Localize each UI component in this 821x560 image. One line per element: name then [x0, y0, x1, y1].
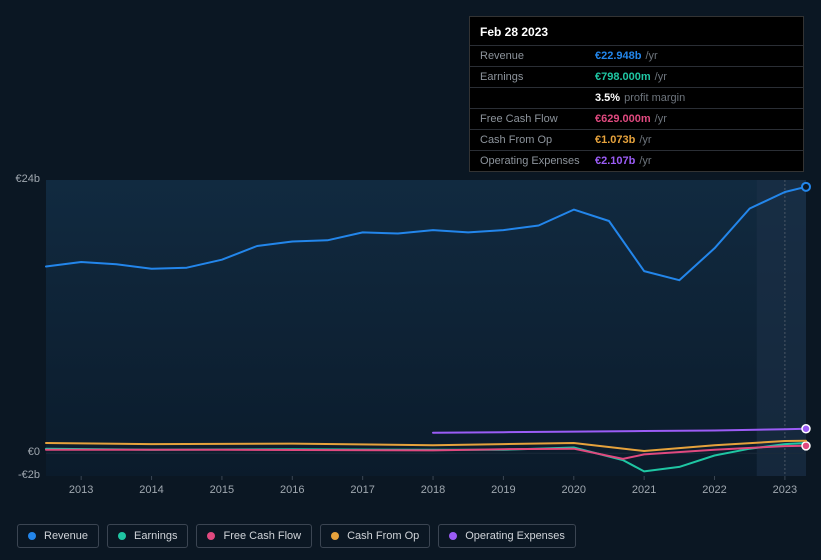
legend-label: Earnings — [134, 530, 177, 542]
tooltip-row: 3.5% profit margin — [470, 87, 803, 108]
legend-dot — [118, 532, 126, 540]
legend-item-earnings[interactable]: Earnings — [107, 524, 188, 548]
y-axis-tick: €0 — [0, 446, 40, 458]
tooltip-row-value: €798.000m — [595, 71, 651, 83]
x-axis-tick: 2023 — [773, 484, 797, 496]
tooltip-row-value: €22.948b — [595, 50, 641, 62]
tooltip-row-key: Revenue — [480, 50, 595, 62]
tooltip-row: Free Cash Flow€629.000m/yr — [470, 108, 803, 129]
legend-dot — [28, 532, 36, 540]
x-axis-tick: 2017 — [350, 484, 374, 496]
legend-dot — [207, 532, 215, 540]
tooltip-row-key: Earnings — [480, 71, 595, 83]
legend-dot — [449, 532, 457, 540]
x-axis-tick: 2016 — [280, 484, 304, 496]
legend-label: Cash From Op — [347, 530, 419, 542]
tooltip-row-unit: /yr — [645, 50, 657, 62]
tooltip-row-key: Cash From Op — [480, 134, 595, 146]
tooltip-row-value: €2.107b — [595, 155, 635, 167]
legend-item-cfo[interactable]: Cash From Op — [320, 524, 430, 548]
legend-item-opex[interactable]: Operating Expenses — [438, 524, 576, 548]
x-axis-tick: 2015 — [210, 484, 234, 496]
x-axis-tick: 2019 — [491, 484, 515, 496]
tooltip-row-key — [480, 92, 595, 104]
x-axis-tick: 2021 — [632, 484, 656, 496]
tooltip-row-unit: /yr — [639, 155, 651, 167]
tooltip-row-value: 3.5% — [595, 92, 620, 104]
x-axis-tick: 2020 — [562, 484, 586, 496]
tooltip-row: Revenue€22.948b/yr — [470, 45, 803, 66]
y-axis-tick: €24b — [0, 173, 40, 185]
tooltip-row: Earnings€798.000m/yr — [470, 66, 803, 87]
legend-item-fcf[interactable]: Free Cash Flow — [196, 524, 312, 548]
tooltip-row-key: Operating Expenses — [480, 155, 595, 167]
legend-label: Revenue — [44, 530, 88, 542]
x-axis-tick: 2014 — [139, 484, 163, 496]
tooltip-row-unit: /yr — [655, 113, 667, 125]
tooltip-row-unit: /yr — [639, 134, 651, 146]
tooltip-row: Operating Expenses€2.107b/yr — [470, 150, 803, 171]
x-axis-tick: 2013 — [69, 484, 93, 496]
y-axis-tick: -€2b — [0, 469, 40, 481]
legend-item-revenue[interactable]: Revenue — [17, 524, 99, 548]
legend-label: Operating Expenses — [465, 530, 565, 542]
tooltip-row-value: €629.000m — [595, 113, 651, 125]
tooltip-row-unit: /yr — [655, 71, 667, 83]
x-axis-tick: 2022 — [702, 484, 726, 496]
earnings-revenue-chart: €24b €0 -€2b 2013 2014 2015 2016 2017 2018 2019 2… — [0, 0, 821, 560]
legend-label: Free Cash Flow — [223, 530, 301, 542]
tooltip-date: Feb 28 2023 — [470, 17, 803, 45]
tooltip-row-key: Free Cash Flow — [480, 113, 595, 125]
chart-legend: Revenue Earnings Free Cash Flow Cash From O… — [17, 524, 576, 548]
x-axis-tick: 2018 — [421, 484, 445, 496]
chart-tooltip: Feb 28 2023 Revenue€22.948b/yrEarnings€7… — [469, 16, 804, 172]
tooltip-row: Cash From Op€1.073b/yr — [470, 129, 803, 150]
tooltip-row-unit: profit margin — [624, 92, 685, 104]
legend-dot — [331, 532, 339, 540]
tooltip-row-value: €1.073b — [595, 134, 635, 146]
